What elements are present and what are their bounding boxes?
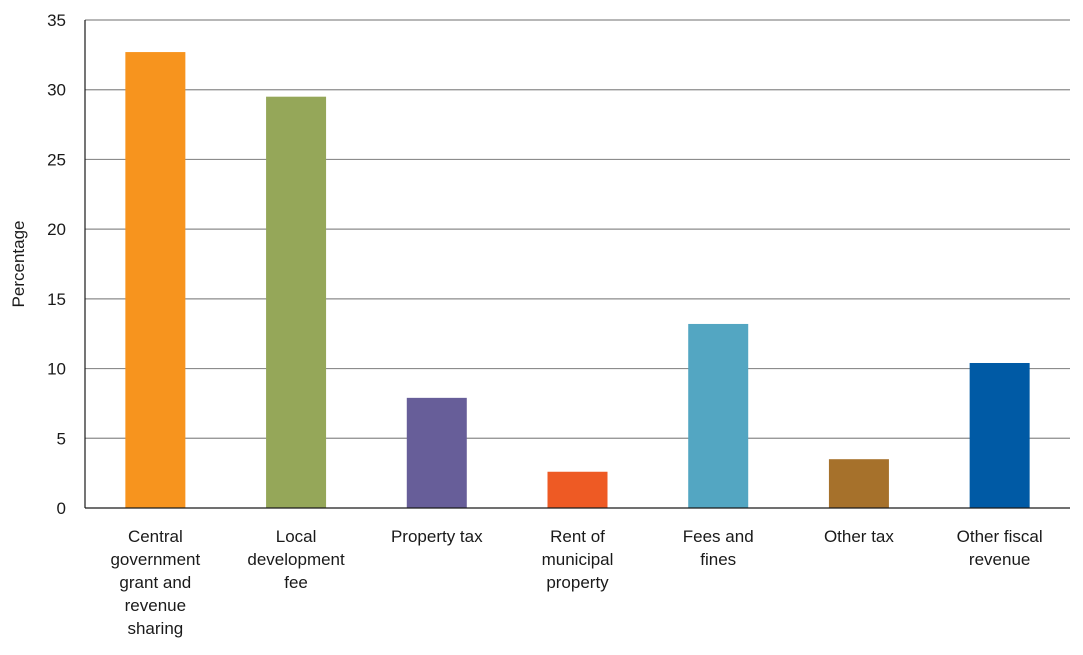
y-tick-label: 5 (57, 429, 66, 448)
bar-4 (688, 323, 749, 508)
x-category-labels: Central government grant and revenue sharing… (110, 527, 1042, 638)
y-tick-label: 25 (47, 150, 66, 169)
bars (125, 52, 1030, 508)
x-category-label-line: property (546, 573, 609, 592)
axes (84, 20, 1070, 509)
bar-5 (828, 459, 889, 508)
x-category-label-line: Other tax (824, 527, 894, 546)
y-tick-label: 30 (47, 81, 66, 100)
bar-0 (125, 52, 186, 508)
bar-1 (266, 96, 327, 508)
x-category-label: Fees and fines (683, 527, 754, 569)
x-category-label: Central government grant and revenue sharing (110, 527, 200, 638)
x-category-label-line: revenue (969, 550, 1030, 569)
y-tick-label: 15 (47, 290, 66, 309)
y-tick-label: 10 (47, 360, 66, 379)
x-category-label-line: revenue (125, 596, 186, 615)
x-category-label-line: Central (128, 527, 183, 546)
x-category-label-line: sharing (127, 619, 183, 638)
y-tick-label: 35 (47, 11, 66, 30)
x-category-label-line: Fees and (683, 527, 754, 546)
y-tick-label: 0 (57, 499, 66, 518)
x-category-label: Property tax (391, 527, 483, 546)
bar-2 (406, 397, 467, 508)
x-category-label-line: fee (284, 573, 308, 592)
y-tick-label: 20 (47, 220, 66, 239)
bar-6 (969, 362, 1030, 508)
x-category-label-line: Rent of (550, 527, 605, 546)
x-category-label-line: Property tax (391, 527, 483, 546)
x-category-label-line: grant and (119, 573, 191, 592)
x-category-label: Rent of municipal property (542, 527, 614, 592)
x-category-label: Other fiscal revenue (957, 527, 1043, 569)
x-category-label-line: municipal (542, 550, 614, 569)
x-category-label-line: government (110, 550, 200, 569)
x-category-label-line: fines (700, 550, 736, 569)
gridlines (85, 19, 1070, 439)
x-category-label: Other tax (824, 527, 894, 546)
y-tick-labels: 0 5 10 15 20 25 30 35 (47, 11, 66, 518)
x-category-label-line: Local (276, 527, 317, 546)
y-axis-title: Percentage (9, 221, 28, 308)
x-category-label: Local development fee (247, 527, 345, 592)
bar-3 (547, 471, 608, 508)
x-category-label-line: development (247, 550, 345, 569)
x-category-label-line: Other fiscal (957, 527, 1043, 546)
